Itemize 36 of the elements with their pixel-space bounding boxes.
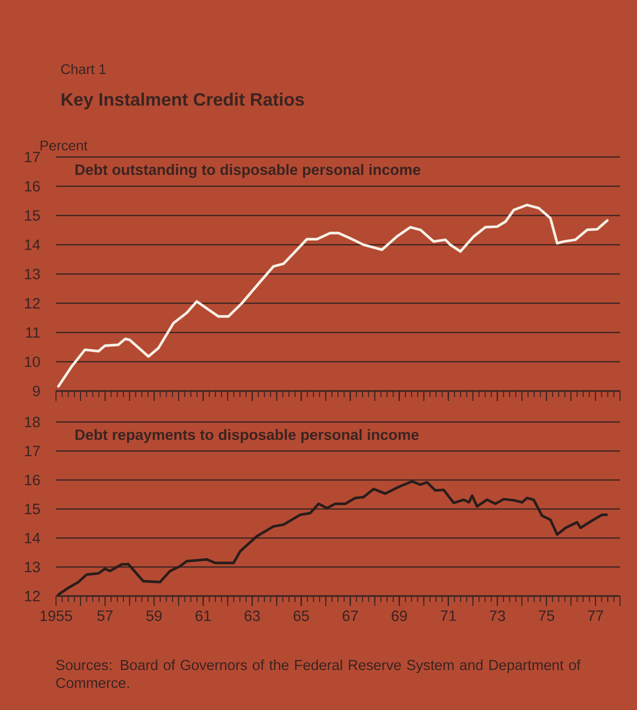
y-tick-label: 13 <box>25 268 40 280</box>
x-tick-label: 71 <box>440 610 456 621</box>
y-tick-label: 17 <box>25 446 40 456</box>
chart-subtitle: Debt outstanding to disposable personal income <box>76 164 420 178</box>
y-axis-title: Percent <box>40 140 88 150</box>
y-tick-label: 18 <box>25 416 40 428</box>
y-tick-label: 14 <box>25 532 40 544</box>
x-tick-label: 59 <box>146 610 162 622</box>
y-tick-label: 16 <box>25 180 40 192</box>
x-tick-label: 67 <box>342 610 358 622</box>
source-note: Sources: Board of Governors of the Federal Reserve System and Department of Commerce. <box>56 660 581 688</box>
x-tick-label: 65 <box>294 610 309 622</box>
chart-subtitle: Debt repayments to disposable personal income <box>76 429 419 443</box>
x-tick-label: 75 <box>538 610 554 621</box>
y-tick-label: 13 <box>25 562 40 572</box>
y-tick-label: 15 <box>25 504 40 514</box>
x-tick-label: 63 <box>244 610 260 622</box>
y-tick-label: 10 <box>25 356 40 368</box>
y-tick-label: 16 <box>25 474 40 486</box>
y-tick-label: 15 <box>25 210 40 221</box>
y-tick-label: 9 <box>32 386 40 396</box>
line-series <box>57 480 608 596</box>
x-tick-label: 73 <box>490 610 506 622</box>
y-tick-label: 11 <box>26 327 40 338</box>
y-tick-label: 12 <box>25 298 40 308</box>
x-tick-label: 69 <box>392 610 407 622</box>
x-tick-label: 61 <box>196 610 211 622</box>
caption: Chart 1 <box>61 64 106 74</box>
x-tick-label: 57 <box>97 610 113 621</box>
x-tick-label: 77 <box>588 610 604 621</box>
y-tick-label: 14 <box>25 240 40 250</box>
y-tick-label: 17 <box>25 152 40 162</box>
chart-title: Key Instalment Credit Ratios <box>62 92 304 110</box>
y-tick-label: 12 <box>25 590 40 602</box>
line-series <box>57 204 609 388</box>
x-tick-label: 1955 <box>40 610 72 622</box>
